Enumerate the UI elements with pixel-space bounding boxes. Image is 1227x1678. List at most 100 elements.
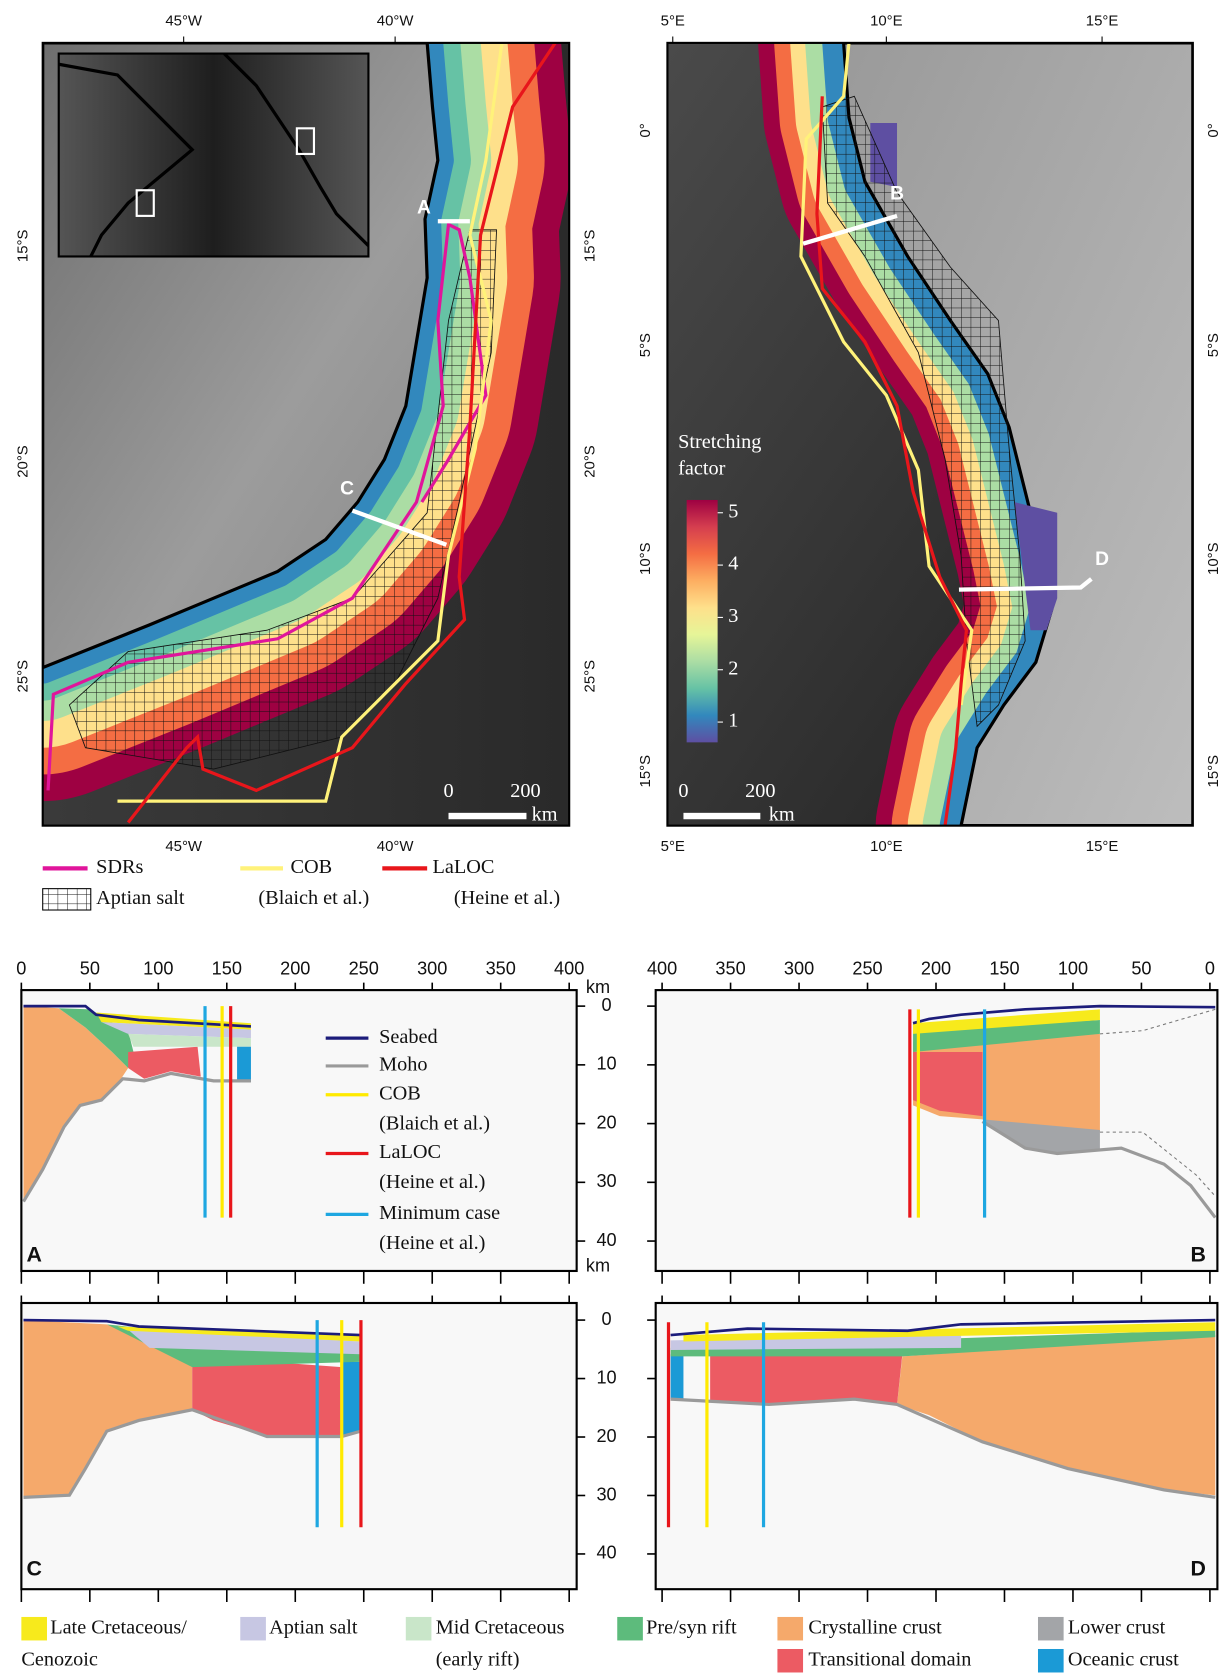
longitude-label: 40°W (377, 12, 415, 29)
legend-label: Lower crust (1068, 1616, 1166, 1638)
section-d-shape (710, 1354, 903, 1405)
section-d-shape (670, 1354, 684, 1400)
legend-label: (early rift) (436, 1648, 520, 1670)
section-a-shape (128, 1046, 201, 1079)
section-c-shape (23, 1320, 193, 1498)
distance-tick-label: 350 (715, 959, 745, 979)
latitude-label: 15°S (581, 229, 598, 262)
longitude-label: 10°E (870, 12, 903, 29)
section-a-shape (101, 1022, 251, 1039)
legend-swatch (777, 1616, 804, 1641)
latitude-label: 15°S (1205, 755, 1222, 788)
legend-swatch (1037, 1616, 1064, 1641)
scale-label: 0 (678, 780, 688, 802)
legend-swatch (1037, 1648, 1064, 1673)
section-c-shape (117, 1326, 361, 1342)
panel-label: D (1190, 1557, 1205, 1581)
scale-unit: km (532, 804, 558, 826)
distance-tick-label: 150 (989, 959, 1019, 979)
latitude-label: 5°S (1205, 333, 1222, 357)
latitude-label: 15°S (14, 229, 31, 262)
profile-line (958, 577, 1093, 592)
longitude-label: 40°W (377, 838, 415, 855)
distance-tick-label: 200 (921, 959, 951, 979)
section-d-shape (670, 1335, 962, 1350)
latitude-label: 15°S (637, 755, 654, 788)
panel-label: B (1190, 1243, 1205, 1267)
longitude-label: 45°W (165, 12, 203, 29)
profile-label: D (1095, 549, 1109, 570)
section-c-shape (23, 1318, 361, 1337)
longitude-label: 45°W (165, 838, 203, 855)
section-a-shape (237, 1046, 251, 1082)
legend-label: Aptian salt (96, 887, 185, 909)
legend-label: Cenozoic (21, 1648, 98, 1670)
panel-label: C (26, 1557, 41, 1581)
legend-label: Moho (379, 1054, 427, 1076)
legend-label: Minimum case (379, 1202, 500, 1224)
inset-map-shape (295, 127, 316, 156)
scale-label: 200 (510, 780, 540, 802)
section-b-shape (913, 1052, 983, 1117)
depth-tick-label: 0 (602, 995, 612, 1015)
distance-tick-label: 50 (80, 959, 100, 979)
section-b-shape (982, 1119, 1100, 1154)
legend-label: Transitional domain (808, 1648, 971, 1670)
depth-tick-label: 40 (596, 1230, 616, 1250)
legend-swatch (405, 1616, 432, 1641)
latitude-label: 25°S (14, 660, 31, 693)
longitude-label: 15°E (1086, 12, 1119, 29)
section-a-shape (22, 1071, 251, 1203)
latitude-label: 10°S (637, 542, 654, 575)
distance-tick-label: 100 (143, 959, 173, 979)
inset-map-shape (58, 62, 195, 258)
legend-label: (Blaich et al.) (379, 1112, 490, 1134)
section-b-shape (1099, 1008, 1216, 1197)
scale-unit: km (769, 804, 795, 826)
legend-label: Oceanic crust (1068, 1648, 1179, 1670)
legend-label: Aptian salt (269, 1616, 358, 1638)
map-right (667, 42, 1193, 826)
legend-label: Late Cretaceous/ (50, 1616, 187, 1638)
scale-bar (448, 812, 527, 820)
distance-tick-label: 0 (16, 959, 26, 979)
distance-tick-label: 300 (784, 959, 814, 979)
legend-label: Pre/syn rift (646, 1616, 737, 1638)
section-a-shape (23, 1004, 252, 1028)
longitude-label: 5°E (661, 838, 685, 855)
profile-label: A (417, 197, 431, 218)
legend-label: (Heine et al.) (379, 1171, 485, 1193)
section-b-shape (912, 1004, 1216, 1025)
latitude-label: 0° (1205, 123, 1222, 137)
latitude-label: 25°S (581, 660, 598, 693)
inset-map-shape (223, 52, 370, 247)
distance-tick-label: 400 (554, 959, 584, 979)
depth-tick-label: 20 (596, 1426, 616, 1446)
legend-label: SDRs (96, 856, 143, 878)
section-d-shape (670, 1397, 1216, 1499)
distance-tick-label: 0 (1205, 959, 1215, 979)
depth-unit: km (586, 977, 610, 997)
distance-tick-label: 250 (349, 959, 379, 979)
profile-line (802, 213, 898, 246)
section-d-shape (670, 1318, 1216, 1337)
section-d-shape (683, 1322, 1216, 1342)
section-c-shape (192, 1356, 342, 1437)
distance-tick-label: 300 (417, 959, 447, 979)
legend-label: Crystalline crust (808, 1616, 942, 1638)
panel-label: A (26, 1243, 41, 1267)
legend-label: LaLOC (379, 1141, 441, 1163)
laloc-line (126, 42, 557, 824)
distance-tick-label: 400 (647, 959, 677, 979)
longitude-label: 10°E (870, 838, 903, 855)
colorbar-title: Stretching (678, 431, 761, 453)
longitude-label: 5°E (661, 12, 685, 29)
section-a (20, 989, 578, 1273)
depth-tick-label: 40 (596, 1543, 616, 1563)
scale-bar (683, 812, 761, 820)
section-d (654, 1301, 1219, 1591)
section-b-shape (913, 1009, 1100, 1034)
profile-label: B (890, 184, 904, 205)
section-b-shape (981, 1120, 1217, 1219)
